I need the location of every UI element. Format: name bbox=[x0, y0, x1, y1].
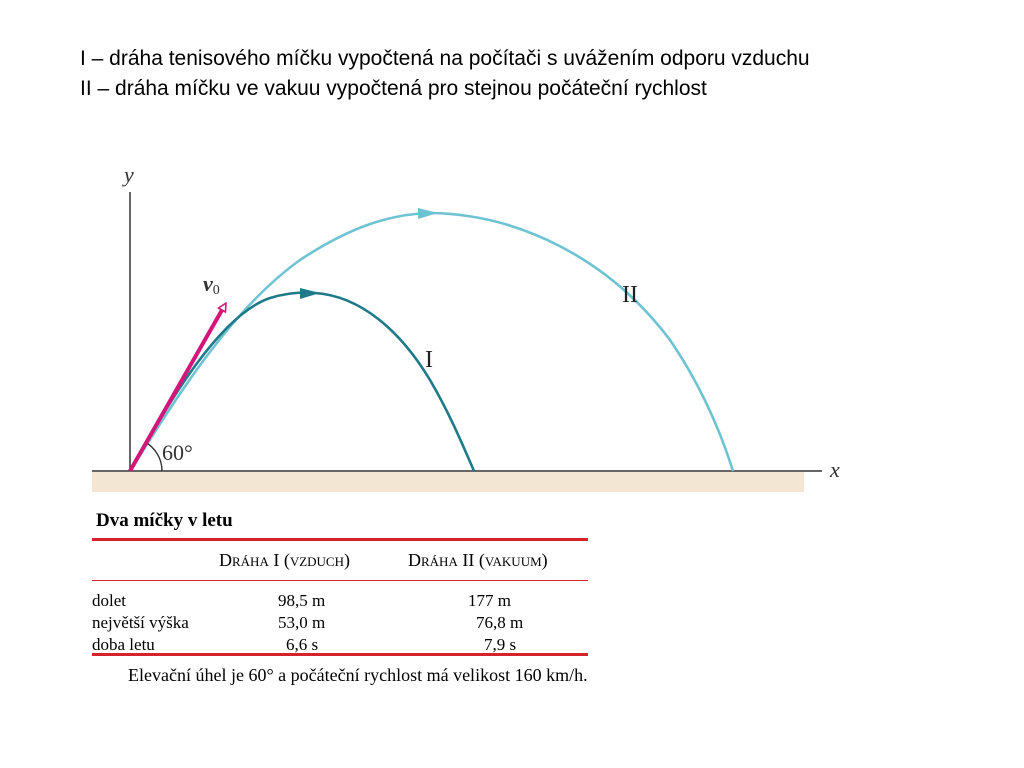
curve-II-label: II bbox=[622, 282, 638, 308]
y-axis-label: y bbox=[122, 162, 134, 187]
row-label: doba letu bbox=[92, 635, 155, 654]
trajectory-II-arrow bbox=[418, 208, 438, 219]
table-row: největší výška 53,0 m 76,8 m bbox=[92, 613, 588, 635]
velocity-subscript: 0 bbox=[213, 283, 220, 298]
x-axis-label: x bbox=[829, 457, 840, 482]
table-header: Dráha I (vzduch) Dráha II (vakuum) bbox=[92, 541, 588, 580]
row-label: dolet bbox=[92, 591, 126, 610]
row-label: největší výška bbox=[92, 613, 189, 632]
trajectory-diagram: y x 60° v0 I II bbox=[92, 162, 840, 492]
angle-arc bbox=[144, 441, 163, 472]
table-note: Elevační úhel je 60° a počáteční rychlos… bbox=[92, 664, 588, 687]
table-header-rule bbox=[92, 580, 588, 581]
table-top-rule bbox=[92, 538, 588, 541]
caption-line-2: II – dráha míčku ve vakuu vypočtená pro … bbox=[80, 77, 707, 100]
velocity-arrow bbox=[128, 310, 222, 472]
table-title: Dva míčky v letu bbox=[96, 510, 233, 531]
row-value-II: 177 m bbox=[468, 591, 511, 610]
trajectory-I-arrow bbox=[300, 288, 320, 299]
row-value-I: 53,0 m bbox=[278, 613, 326, 632]
results-table: Dva míčky v letu Dráha I (vzduch) Dráha … bbox=[92, 510, 588, 687]
trajectory-II-curve bbox=[128, 211, 735, 472]
row-value-I: 6,6 s bbox=[286, 635, 319, 654]
row-value-II: 76,8 m bbox=[476, 613, 524, 632]
table-note-text: Elevační úhel je 60° a počáteční rychlos… bbox=[128, 665, 588, 685]
velocity-label: v0 bbox=[203, 271, 220, 298]
curve-I-label: I bbox=[425, 347, 433, 373]
table-body: dolet 98,5 m 177 m největší výška 53,0 m… bbox=[92, 581, 588, 654]
velocity-symbol: v bbox=[203, 271, 213, 296]
ground-strip bbox=[92, 472, 804, 492]
table-row: dolet 98,5 m 177 m bbox=[92, 591, 588, 613]
caption: I – dráha tenisového míčku vypočtená na … bbox=[80, 44, 810, 104]
table-bottom-rule bbox=[92, 653, 588, 656]
table-row: doba letu 6,6 s 7,9 s bbox=[92, 635, 588, 657]
caption-line-1: I – dráha tenisového míčku vypočtená na … bbox=[80, 47, 810, 70]
row-value-I: 98,5 m bbox=[278, 591, 326, 610]
col-header-trajectory-I: Dráha I (vzduch) bbox=[219, 550, 350, 570]
row-value-II: 7,9 s bbox=[484, 635, 517, 654]
col-header-trajectory-II: Dráha II (vakuum) bbox=[408, 550, 548, 570]
angle-label: 60° bbox=[162, 440, 193, 465]
